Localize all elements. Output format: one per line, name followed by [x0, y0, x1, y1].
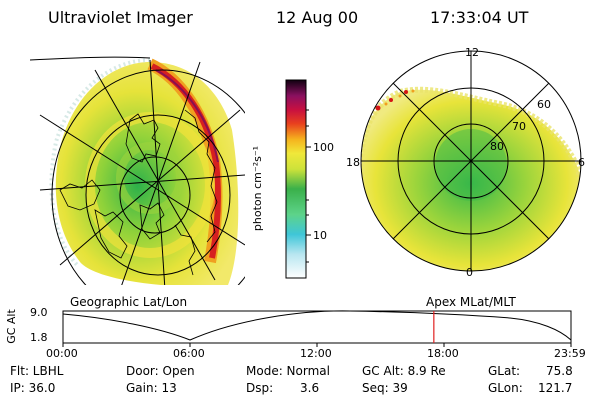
footer-door: Door: Open — [126, 364, 195, 378]
mlt-label-0: 0 — [466, 266, 473, 279]
footer-glat-value: 75.8 — [546, 364, 573, 378]
instrument-title: Ultraviolet Imager — [48, 8, 193, 27]
mlt-label-6: 6 — [578, 156, 585, 169]
colorbar-tick-10: 10 — [313, 229, 327, 242]
gc-alt-curve — [62, 310, 572, 341]
lat-label-80: 80 — [490, 140, 504, 153]
colorbar-tick-100: 100 — [313, 141, 334, 154]
timeline-ytick-bottom: 1.8 — [30, 331, 48, 344]
footer-glon-label: GLon: — [488, 381, 523, 395]
footer-glon-value: 121.7 — [538, 381, 573, 395]
lat-label-60: 60 — [537, 98, 551, 111]
mlt-label-18: 18 — [346, 156, 360, 169]
footer-gcalt: GC Alt: 8.9 Re — [362, 364, 446, 378]
footer-flt: Flt: LBHL — [10, 364, 64, 378]
mlt-label-12: 12 — [465, 46, 479, 59]
colorbar — [285, 79, 307, 279]
footer-glat-label: GLat: — [488, 364, 521, 378]
footer-mode: Mode: Normal — [246, 364, 330, 378]
time-label: 17:33:04 UT — [430, 8, 529, 27]
timeline-plot — [62, 310, 572, 347]
colorbar-label: photon cm⁻²s⁻¹ — [251, 145, 265, 232]
lat-label-70: 70 — [512, 120, 526, 133]
timeline-xtick-0: 00:00 — [46, 347, 78, 360]
timeline-ylabel: GC Alt — [4, 309, 18, 344]
timeline-ytick-top: 9.0 — [30, 306, 48, 319]
date-label: 12 Aug 00 — [276, 8, 359, 27]
left-panel — [30, 56, 245, 285]
footer-gain: Gain: 13 — [126, 381, 177, 395]
timeline-xtick-2: 12:00 — [300, 347, 332, 360]
right-panel — [360, 50, 582, 272]
timeline-xtick-1: 06:00 — [173, 347, 205, 360]
footer-dsp-value: 3.6 — [300, 381, 320, 395]
footer-dsp-label: Dsp: — [246, 381, 274, 395]
timeline-xtick-3: 18:00 — [427, 347, 459, 360]
footer-ip: IP: 36.0 — [10, 381, 56, 395]
timeline-xtick-4: 23:59 — [554, 347, 586, 360]
footer-seq: Seq: 39 — [362, 381, 408, 395]
left-panel-caption: Geographic Lat/Lon — [70, 295, 188, 309]
right-panel-caption: Apex MLat/MLT — [426, 295, 516, 309]
